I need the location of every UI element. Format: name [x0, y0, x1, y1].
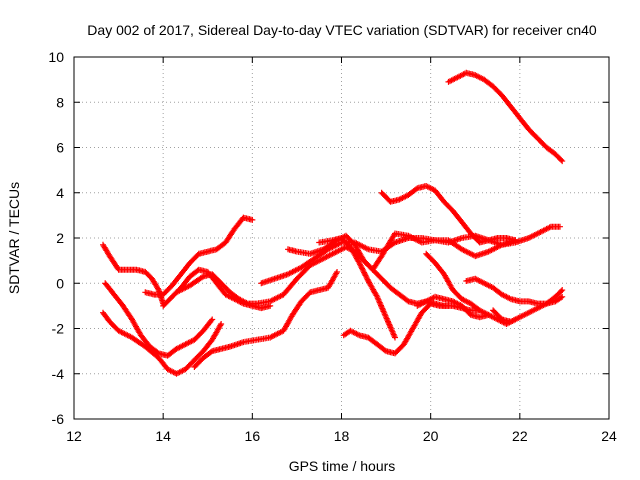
- series-arc-9: [285, 230, 519, 273]
- data-point-markers: [414, 293, 492, 321]
- axis-ticks: [73, 56, 610, 420]
- y-tick-label: 8: [56, 94, 64, 110]
- y-axis-label: SDTVAR / TECUs: [6, 182, 22, 294]
- data-point-markers: [490, 287, 566, 325]
- y-tick-label: 2: [56, 230, 64, 246]
- data-point-markers: [316, 235, 398, 341]
- y-tick-label: -4: [52, 366, 65, 382]
- y-axis-tick-labels: 10 8 6 4 2 0 -2 -4 -6: [48, 49, 64, 427]
- data-point-markers: [378, 183, 519, 246]
- y-tick-label: 4: [56, 185, 64, 201]
- x-tick-label: 14: [155, 428, 171, 444]
- x-tick-label: 18: [334, 428, 350, 444]
- series-arc-16: [490, 287, 566, 325]
- data-point-markers: [102, 280, 216, 359]
- data-point-markers: [191, 268, 341, 370]
- chart-title: Day 002 of 2017, Sidereal Day-to-day VTE…: [87, 22, 597, 38]
- y-tick-label: 0: [56, 275, 64, 291]
- x-tick-label: 16: [245, 428, 261, 444]
- data-point-markers: [142, 214, 256, 298]
- series-arc-3: [102, 280, 216, 359]
- x-axis-label: GPS time / hours: [289, 458, 396, 474]
- x-tick-label: 12: [66, 428, 82, 444]
- x-tick-label: 22: [512, 428, 528, 444]
- x-tick-label: 24: [601, 428, 617, 444]
- data-point-markers: [285, 230, 519, 273]
- y-tick-label: 6: [56, 140, 64, 156]
- y-tick-label: 10: [48, 49, 64, 65]
- y-tick-label: -2: [52, 321, 65, 337]
- series-arc-11: [340, 300, 452, 357]
- x-axis-tick-labels: 12 14 16 18 20 22 24: [66, 428, 617, 444]
- y-tick-label: -6: [52, 411, 65, 427]
- series-arc-4: [191, 268, 341, 370]
- data-point-markers: [445, 69, 566, 165]
- series-arc-12: [378, 183, 519, 246]
- series-arc-17: [445, 69, 566, 165]
- data-series: [100, 69, 566, 377]
- series-arc-10: [316, 235, 398, 341]
- series-arc-14: [414, 293, 492, 321]
- x-tick-label: 20: [423, 428, 439, 444]
- data-point-markers: [340, 300, 452, 357]
- series-arc-5: [142, 214, 256, 298]
- series-arc-2: [100, 309, 225, 377]
- data-point-markers: [100, 309, 225, 377]
